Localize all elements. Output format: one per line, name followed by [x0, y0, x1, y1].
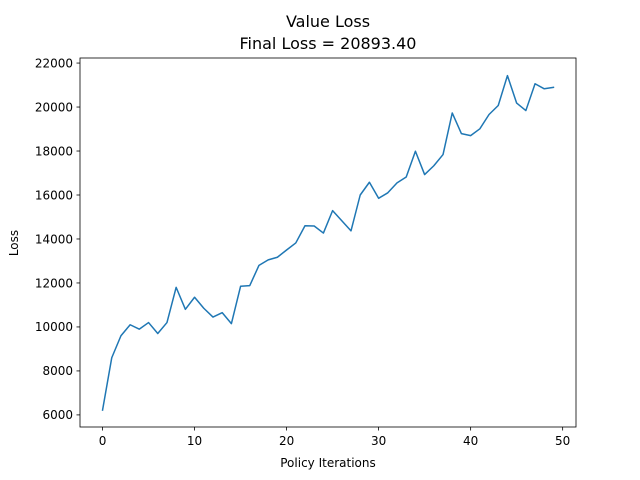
- y-tick-label: 6000: [42, 408, 73, 422]
- x-tick-label: 20: [279, 434, 294, 448]
- x-axis: 0 10 20 30 40 50: [99, 427, 570, 448]
- y-tick-label: 22000: [35, 56, 73, 70]
- series-line: [101, 74, 555, 411]
- y-tick-label: 20000: [35, 100, 73, 114]
- x-tick-label: 40: [463, 434, 478, 448]
- x-axis-label: Policy Iterations: [280, 456, 375, 470]
- y-axis: 6000 8000 10000 12000 14000 16000 18000 20000 22…: [35, 56, 80, 422]
- plot-frame: [79, 57, 577, 428]
- series-layer: [101, 74, 555, 411]
- y-tick-label: 8000: [42, 364, 73, 378]
- x-tick-label: 10: [187, 434, 202, 448]
- plot-area: [79, 57, 577, 428]
- y-tick-label: 18000: [35, 144, 73, 158]
- y-tick-label: 10000: [35, 320, 73, 334]
- x-tick-label: 0: [99, 434, 107, 448]
- chart-title: Value Loss: [286, 12, 370, 31]
- chart-subtitle: Final Loss = 20893.40: [240, 34, 417, 53]
- x-tick-label: 30: [371, 434, 386, 448]
- y-tick-label: 16000: [35, 188, 73, 202]
- x-tick-label: 50: [555, 434, 570, 448]
- y-tick-label: 12000: [35, 276, 73, 290]
- y-tick-label: 14000: [35, 232, 73, 246]
- y-axis-label: Loss: [7, 230, 21, 256]
